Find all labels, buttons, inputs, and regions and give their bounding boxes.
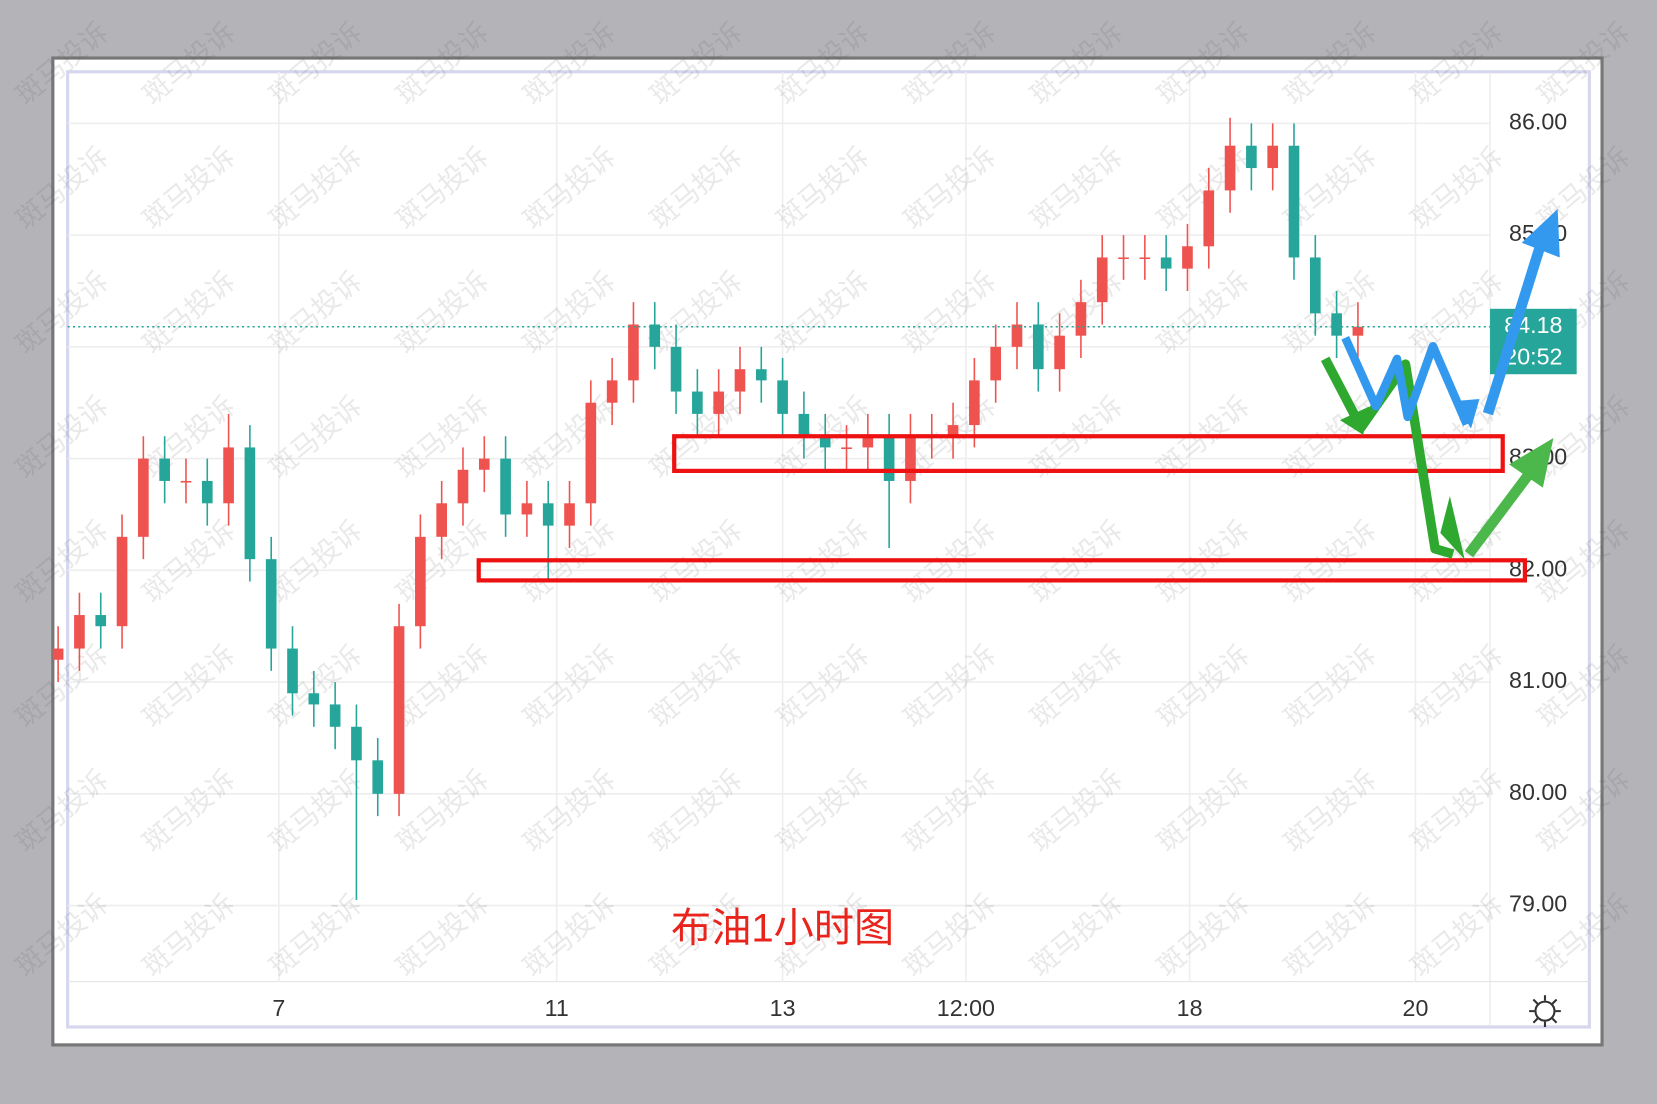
y-tick-label: 79.00: [1509, 891, 1567, 917]
candle-body: [1139, 257, 1151, 260]
candle-body: [606, 380, 618, 403]
candle-body: [819, 436, 831, 448]
candle-body: [351, 726, 362, 761]
x-tick-label: 18: [1177, 995, 1203, 1021]
candle-body: [990, 346, 1002, 381]
candle-body: [95, 615, 107, 627]
candle-body: [201, 480, 213, 504]
candle-body: [223, 447, 234, 504]
support-zone: [476, 558, 1528, 583]
x-tick-label: 7: [272, 995, 285, 1021]
candle-body: [1096, 257, 1108, 303]
blue-arrowhead: [1454, 398, 1480, 429]
candle-body: [329, 704, 341, 727]
candles: [52, 117, 1364, 900]
green-arrowhead: [1509, 438, 1554, 488]
settings-spokes[interactable]: [1529, 995, 1561, 1027]
support-zone: [672, 434, 1505, 474]
candle-body: [478, 458, 490, 470]
panel-inner-border: [66, 70, 1591, 1029]
candle-body: [585, 402, 597, 504]
green-arrowhead: [1339, 406, 1370, 435]
candle-body: [1182, 246, 1193, 269]
candle-body: [692, 391, 703, 414]
candle-body: [393, 626, 405, 794]
candle-body: [116, 536, 128, 627]
candle-body: [1075, 302, 1087, 336]
candle-body: [713, 391, 725, 414]
candle-body: [308, 693, 320, 705]
settings-icon[interactable]: [1529, 995, 1561, 1027]
candle-body: [1352, 326, 1364, 336]
blue-path: [1341, 336, 1471, 426]
green-path: [1320, 356, 1455, 559]
candle-body: [159, 458, 170, 481]
candle-body: [521, 503, 533, 515]
candle-body: [969, 380, 980, 426]
panel: [51, 56, 1604, 1047]
candle-body: [180, 480, 192, 483]
settings-gear[interactable]: [1534, 1000, 1556, 1022]
x-tick-label: 13: [770, 995, 796, 1021]
candle-body: [777, 380, 788, 414]
candle-body: [883, 436, 895, 481]
blue-arrowhead: [1521, 208, 1560, 258]
candle-body: [372, 760, 384, 794]
candle-body: [1288, 145, 1300, 258]
candle-body: [670, 346, 682, 392]
candle-body: [1224, 145, 1236, 191]
y-tick-label: 80.00: [1509, 779, 1567, 805]
candle-body: [436, 503, 447, 537]
candle-body: [628, 324, 639, 381]
candle-body: [542, 503, 554, 526]
candle-body: [1011, 324, 1023, 347]
candle-body: [649, 324, 661, 347]
candle-body: [52, 648, 64, 660]
candle-body: [500, 458, 511, 515]
candle-body: [1246, 145, 1257, 169]
candle-body: [1267, 145, 1279, 169]
candle-body: [1054, 335, 1065, 370]
candle-body: [1118, 257, 1129, 260]
forecast-arrows: [1320, 208, 1560, 560]
candle-body: [841, 447, 852, 450]
y-tick-label: 86.00: [1509, 109, 1567, 135]
green-up: [1464, 466, 1537, 558]
candle-body: [1160, 257, 1172, 269]
candle-body: [1331, 313, 1342, 336]
x-tick-label: 12:00: [937, 995, 995, 1021]
candle-body: [734, 369, 746, 392]
x-tick-label: 20: [1403, 995, 1429, 1021]
blue-up: [1482, 235, 1548, 416]
candle-body: [755, 369, 767, 381]
candle-body: [1203, 190, 1215, 247]
y-tick-label: 81.00: [1509, 667, 1567, 693]
candle-body: [138, 458, 149, 537]
candle-body: [798, 413, 810, 437]
candle-body: [905, 436, 916, 481]
chart-annotation: 布油1小时图: [671, 906, 894, 951]
candle-body: [1309, 257, 1321, 314]
candle-body: [415, 536, 426, 627]
candle-body: [862, 436, 874, 448]
green-arrowhead: [1440, 496, 1465, 560]
candle-body: [1032, 324, 1044, 370]
candle-body: [74, 615, 85, 649]
candle-body: [457, 469, 469, 504]
candle-body: [564, 503, 575, 526]
candle-body: [287, 648, 298, 694]
candle-body: [947, 425, 959, 437]
candle-body: [244, 447, 256, 560]
candle-body: [265, 559, 277, 649]
x-tick-label: 11: [545, 995, 569, 1021]
